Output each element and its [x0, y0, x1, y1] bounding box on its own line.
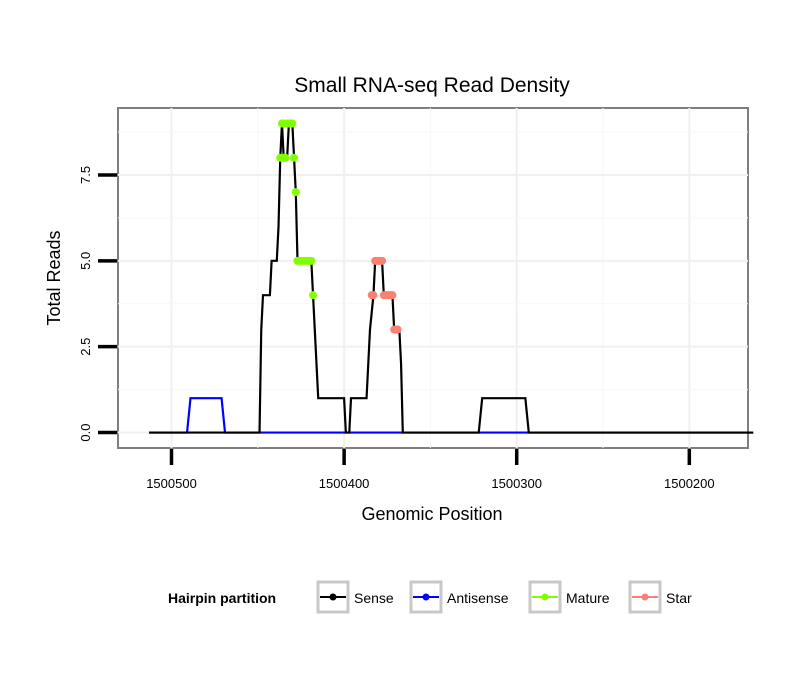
legend-label: Star: [666, 590, 692, 606]
star-point: [393, 325, 402, 334]
legend-key-point: [541, 593, 549, 601]
mature-point: [281, 153, 290, 162]
series-markers: [276, 119, 402, 334]
mature-point: [290, 153, 299, 162]
axes: 1500500 1500400 1500300 1500200 0.0 2.5 5.0 7.5: [78, 166, 715, 491]
legend-entry-star: Star: [628, 580, 692, 614]
star-point: [378, 256, 387, 265]
chart-title: Small RNA-seq Read Density: [294, 74, 570, 97]
grid-lines: [118, 108, 748, 448]
mature-point: [309, 291, 318, 300]
y-tick-label: 0.0: [78, 424, 93, 442]
mature-point: [288, 119, 297, 128]
x-tick-label: 1500400: [319, 476, 370, 491]
legend-label: Sense: [354, 590, 394, 606]
y-tick-label: 2.5: [78, 338, 93, 356]
legend-entry-mature: Mature: [528, 580, 610, 614]
mature-point: [307, 256, 316, 265]
x-axis-label: Genomic Position: [361, 504, 502, 524]
y-tick-label: 5.0: [78, 252, 93, 270]
plot-panel: [117, 107, 749, 449]
legend: Hairpin partition Sense Antisense Mature St…: [168, 580, 692, 614]
y-axis-label: Total Reads: [44, 230, 64, 325]
legend-key-point: [329, 593, 337, 601]
x-tick-label: 1500500: [146, 476, 197, 491]
mature-point: [291, 188, 300, 197]
legend-label: Antisense: [447, 590, 509, 606]
legend-entry-antisense: Antisense: [409, 580, 509, 614]
legend-entry-sense: Sense: [316, 580, 394, 614]
legend-title: Hairpin partition: [168, 590, 276, 606]
star-point: [388, 291, 397, 300]
x-tick-label: 1500200: [664, 476, 715, 491]
legend-key-point: [641, 593, 649, 601]
legend-label: Mature: [566, 590, 610, 606]
star-point: [369, 291, 378, 300]
legend-key-point: [422, 593, 430, 601]
y-tick-label: 7.5: [78, 166, 93, 184]
x-tick-label: 1500300: [491, 476, 542, 491]
